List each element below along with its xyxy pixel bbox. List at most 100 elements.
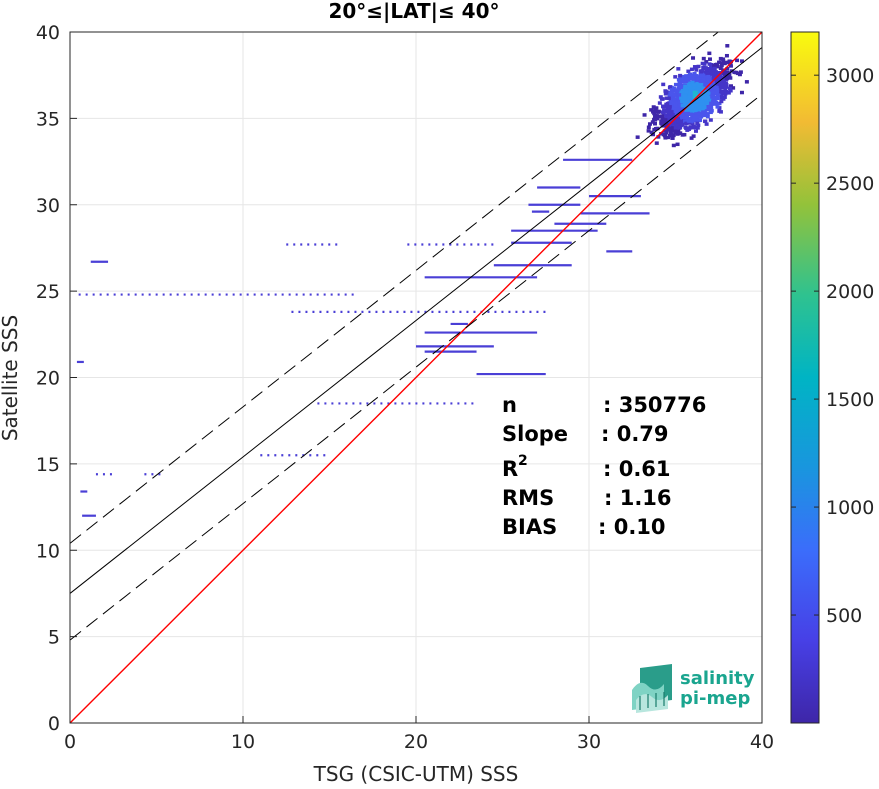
colorbar-ticks: 500 1000 1500 2000 2500 3000 [791, 65, 874, 627]
density-cell [708, 95, 713, 99]
density-cell [703, 66, 708, 71]
logo-line1: salinity [680, 668, 755, 689]
density-cell [710, 70, 715, 75]
density-cell [709, 82, 714, 87]
density-cell [681, 111, 686, 116]
density-cell [721, 97, 726, 101]
density-cell [666, 115, 671, 119]
density-cell [677, 93, 682, 97]
density-cell [721, 80, 726, 84]
density-cell [669, 123, 674, 127]
density-cell [707, 102, 712, 106]
density-cell [701, 110, 706, 114]
density-cell [721, 71, 726, 76]
density-cell [656, 114, 661, 119]
density-cell [687, 74, 692, 78]
density-cell [680, 90, 685, 94]
density-cell [707, 51, 712, 56]
density-cell [690, 80, 695, 85]
density-cell [662, 108, 667, 113]
density-cell [728, 76, 733, 80]
density-cell [652, 127, 657, 132]
density-cell [673, 104, 678, 108]
y-axis-label: Satellite SSS [0, 315, 22, 441]
y-tick-label: 40 [36, 22, 60, 44]
density-cell [705, 101, 710, 105]
density-cell [675, 142, 680, 147]
density-cell [719, 99, 724, 104]
stat-n-label: n [502, 393, 517, 417]
density-cell [673, 128, 678, 132]
colorbar-tick-label: 2500 [826, 173, 874, 195]
density-cell [668, 91, 673, 95]
x-tick-label: 10 [231, 731, 255, 753]
density-cell [653, 118, 658, 122]
density-cell [698, 102, 703, 106]
density-cell [672, 92, 677, 97]
density-cell [697, 97, 702, 101]
density-cell [700, 108, 705, 112]
wave-logo-icon [632, 664, 672, 713]
density-cell [679, 122, 684, 127]
density-cell [642, 113, 647, 117]
density-cell [677, 100, 682, 104]
density-cell [687, 104, 692, 109]
density-cell [671, 112, 676, 117]
density-cell [701, 81, 706, 86]
density-cell [692, 114, 697, 118]
density-cell [710, 74, 715, 79]
density-cell [647, 122, 652, 126]
density-cell [671, 133, 676, 138]
density-cell [666, 135, 671, 140]
y-tick-label: 25 [36, 281, 60, 303]
density-cell [661, 82, 666, 87]
density-cell [651, 132, 656, 137]
density-cell [667, 86, 672, 90]
density-cell [725, 66, 730, 71]
density-cell [727, 86, 732, 91]
density-cell [680, 133, 685, 137]
y-tick-label: 30 [36, 195, 60, 217]
density-cell [668, 129, 673, 134]
density-cell [684, 115, 689, 119]
density-cell [691, 116, 696, 121]
density-cell [717, 60, 722, 65]
logo-line2: pi-mep [680, 688, 750, 709]
density-cell [719, 63, 724, 68]
density-cell [656, 109, 661, 114]
density-cell [694, 106, 699, 111]
density-cell [674, 92, 679, 96]
density-cell [728, 64, 733, 68]
density-cell [696, 64, 701, 69]
density-cell [683, 98, 688, 103]
density-cell [709, 107, 714, 111]
density-cell [663, 104, 668, 109]
density-cell [689, 136, 694, 140]
density-cell [669, 88, 674, 92]
density-cell [711, 83, 716, 87]
colorbar-tick-label: 2000 [826, 281, 874, 303]
density-cell [655, 116, 660, 121]
density-cell [670, 95, 675, 100]
density-cell [676, 120, 681, 125]
density-cell [678, 81, 683, 85]
density-cell [653, 121, 658, 126]
density-cell [683, 84, 688, 89]
density-cell [676, 95, 681, 100]
density-cell [692, 72, 697, 76]
density-cell [699, 81, 704, 86]
density-cell [702, 112, 707, 116]
density-cell [685, 103, 690, 107]
density-cell [718, 66, 723, 71]
density-cell [664, 113, 669, 118]
density-cell [653, 109, 658, 114]
density-cell [668, 102, 673, 107]
density-cell [713, 101, 718, 106]
density-cell [692, 83, 697, 87]
density-cell [680, 106, 685, 110]
density-cell [653, 107, 658, 112]
density-cell [712, 66, 717, 71]
density-cell [673, 75, 678, 79]
density-cell [725, 44, 730, 48]
density-cell [692, 125, 697, 130]
